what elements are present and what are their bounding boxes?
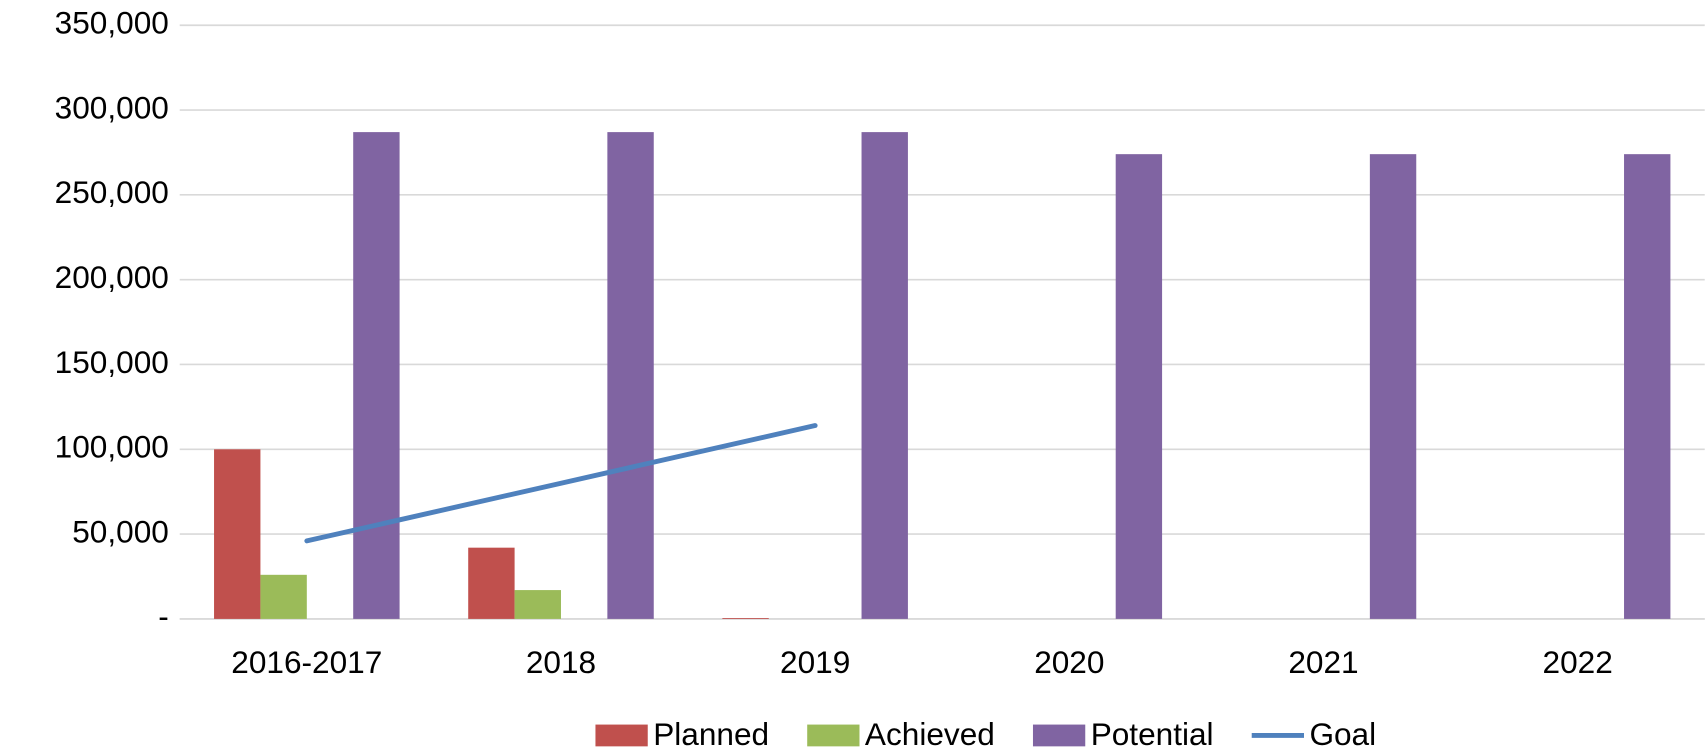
legend-label: Goal: [1309, 716, 1376, 752]
y-tick-label: 150,000: [55, 344, 169, 380]
bar: [1369, 154, 1417, 619]
legend-item: Goal: [1251, 716, 1376, 752]
legend-swatch: [1032, 724, 1086, 747]
bar: [353, 132, 400, 619]
y-tick-label: 250,000: [55, 174, 169, 210]
legend-item: Planned: [595, 716, 769, 752]
bar: [722, 618, 769, 619]
y-tick-label: 300,000: [55, 89, 169, 125]
x-tick-label: 2019: [780, 644, 850, 680]
legend-swatch: [807, 724, 860, 747]
legend-label: Planned: [653, 716, 769, 752]
y-tick-label: 50,000: [72, 513, 169, 549]
bar: [468, 547, 515, 619]
bar: [260, 574, 307, 619]
legend-item: Potential: [1032, 716, 1214, 752]
goal-line: [304, 423, 818, 544]
bar: [607, 132, 654, 619]
x-tick-label: 2022: [1543, 644, 1613, 680]
x-tick-label: 2020: [1034, 644, 1104, 680]
bar: [1624, 154, 1671, 619]
y-tick-label: 350,000: [55, 5, 169, 41]
bar: [1115, 154, 1163, 619]
y-tick-label: -: [158, 598, 169, 634]
bar: [861, 132, 908, 619]
legend-label: Potential: [1091, 716, 1214, 752]
x-tick-label: 2018: [526, 644, 596, 680]
legend-item: Achieved: [807, 716, 995, 752]
legend-label: Achieved: [865, 716, 995, 752]
legend-swatch: [595, 724, 648, 747]
x-tick-label: 2021: [1288, 644, 1358, 680]
bar: [214, 449, 261, 619]
bar: [514, 590, 561, 619]
y-tick-label: 200,000: [55, 259, 169, 295]
y-tick-label: 100,000: [55, 429, 169, 465]
x-tick-label: 2016-2017: [231, 644, 382, 680]
